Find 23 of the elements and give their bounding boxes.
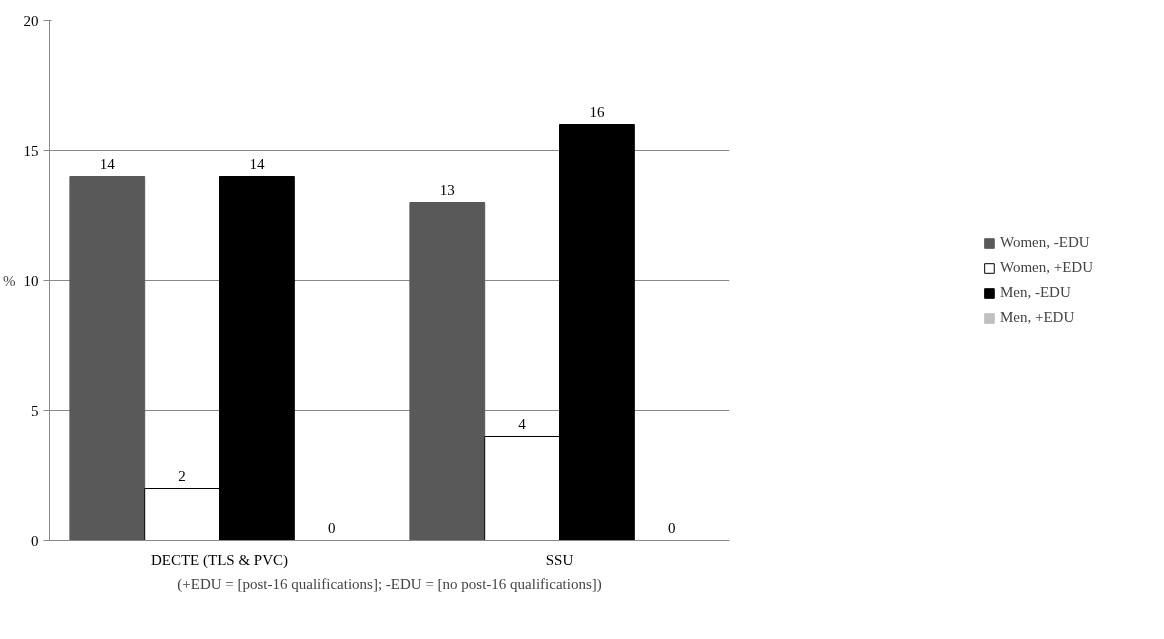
- bar: [409, 202, 486, 541]
- data-label: 0: [327, 519, 336, 536]
- data-label: 4: [518, 415, 527, 432]
- legend-label: Women, +EDU: [999, 259, 1094, 276]
- legend-label: Men, -EDU: [999, 284, 1071, 301]
- y-tick-label: 5: [31, 402, 39, 419]
- data-label: 14: [249, 155, 265, 172]
- legend-label: Women, -EDU: [999, 234, 1090, 251]
- bar: [69, 176, 146, 541]
- y-tick-label: 20: [23, 12, 39, 29]
- data-label: 2: [178, 467, 186, 484]
- data-label: 14: [99, 155, 116, 172]
- y-axis-title: %: [3, 272, 16, 289]
- y-tick-label: 0: [31, 532, 39, 549]
- x-tick-label: SSU: [545, 551, 574, 568]
- x-tick-label: DECTE (TLS & PVC): [150, 551, 289, 569]
- x-axis-title: (+EDU = [post-16 qualifications]; -EDU = [no post-16 qualifications]): [177, 575, 602, 593]
- data-label: 16: [589, 103, 605, 120]
- data-label: 0: [667, 519, 676, 536]
- data-label: 13: [439, 181, 455, 198]
- y-tick-label: 15: [23, 142, 39, 159]
- y-tick-label: 10: [23, 272, 39, 289]
- legend-label: Men, +EDU: [999, 309, 1075, 326]
